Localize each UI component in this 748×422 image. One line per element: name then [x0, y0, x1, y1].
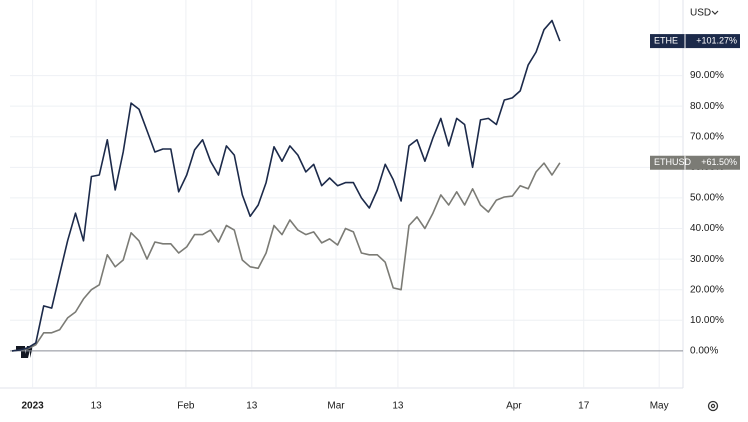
y-tick-label: 90.00%	[690, 70, 724, 81]
y-tick-label: 70.00%	[690, 131, 724, 142]
x-tick-label: 13	[91, 401, 103, 412]
y-tick-label: 20.00%	[690, 284, 724, 295]
x-tick-label: May	[650, 401, 669, 412]
x-tick-label: Mar	[327, 401, 345, 412]
x-tick-label: 2023	[22, 401, 45, 412]
y-tick-label: 50.00%	[690, 193, 724, 204]
series-line	[11, 162, 561, 352]
y-tick-label: 30.00%	[690, 254, 724, 265]
x-tick-label: 13	[392, 401, 404, 412]
end-label-box	[650, 34, 740, 49]
y-tick-label: 80.00%	[690, 101, 724, 112]
series-line	[11, 19, 561, 352]
end-label: ETHUSD +61.50%	[650, 155, 740, 170]
settings-icon[interactable]	[707, 400, 719, 412]
gear-hub	[710, 403, 716, 409]
end-value-label: +101.27%	[696, 35, 737, 45]
x-tick-label: Feb	[177, 401, 195, 412]
y-tick-label: 0.00%	[690, 346, 718, 357]
y-tick-label: 10.00%	[690, 315, 724, 326]
end-value-label: +61.50%	[701, 157, 737, 167]
grid	[10, 0, 683, 388]
legend-name: ETHE	[654, 35, 678, 45]
end-label-box	[650, 155, 740, 170]
end-label: ETHE +101.27%	[650, 34, 740, 49]
x-tick-label: 13	[246, 401, 258, 412]
legend-name: ETHUSD	[654, 157, 692, 167]
currency-label[interactable]: USD	[690, 8, 711, 19]
gear-ring	[707, 400, 719, 412]
y-tick-label: 40.00%	[690, 223, 724, 234]
x-tick-label: Apr	[506, 401, 522, 412]
currency-dropdown[interactable]	[711, 10, 719, 15]
x-tick-label: 17	[578, 401, 590, 412]
